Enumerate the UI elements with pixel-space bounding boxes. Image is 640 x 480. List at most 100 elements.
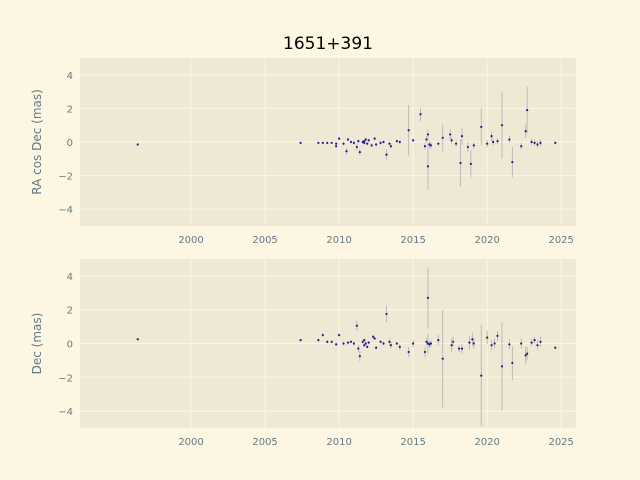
ra-x-tick-label: 2025 xyxy=(548,235,573,246)
dec-data-point xyxy=(496,334,499,337)
dec-data-point xyxy=(372,335,375,338)
ra-data-point xyxy=(335,145,338,148)
ra-data-point xyxy=(366,142,369,145)
ra-data-point xyxy=(533,141,536,144)
dec-data-point xyxy=(373,337,376,340)
ra-data-point xyxy=(441,136,444,139)
ra-data-point xyxy=(330,141,333,144)
dec-data-point xyxy=(326,340,329,343)
dec-data-point xyxy=(533,339,536,342)
ra-data-point xyxy=(450,139,453,142)
dec-data-point xyxy=(412,342,415,345)
dec-data-point xyxy=(539,340,542,343)
dec-data-point xyxy=(423,350,427,354)
dec-data-point xyxy=(493,342,496,345)
dec-data-point xyxy=(554,346,557,349)
dec-data-point xyxy=(530,341,533,344)
ra-data-point xyxy=(524,129,527,133)
dec-y-axis-label: Dec (mas) xyxy=(30,313,44,375)
dec-data-point xyxy=(526,352,529,355)
ra-data-point xyxy=(496,140,499,143)
dec-data-point xyxy=(363,344,366,347)
ra-data-point xyxy=(530,140,533,144)
ra-data-point xyxy=(491,140,495,144)
ra-data-point xyxy=(554,141,557,144)
ra-data-point xyxy=(429,144,433,147)
ra-data-point xyxy=(395,140,398,143)
ra-data-point xyxy=(379,141,382,144)
dec-data-point xyxy=(524,354,527,357)
dec-data-point xyxy=(472,342,475,345)
dec-data-point xyxy=(357,347,360,350)
dec-data-point xyxy=(385,312,388,316)
ra-data-point xyxy=(426,133,430,136)
ra-data-point xyxy=(363,141,366,144)
ra-data-point xyxy=(486,142,489,145)
ra-data-point xyxy=(363,140,366,143)
ra-data-point xyxy=(469,162,472,165)
ra-data-point xyxy=(425,138,428,141)
ra-data-point xyxy=(373,137,376,140)
ra-data-marks xyxy=(136,86,557,190)
dec-data-point xyxy=(395,342,398,345)
dec-data-point xyxy=(500,365,504,368)
ra-data-point xyxy=(490,135,493,138)
ra-data-point xyxy=(364,138,367,141)
dec-data-point xyxy=(450,344,453,347)
ra-data-point xyxy=(423,145,427,148)
ra-data-point xyxy=(375,143,378,146)
dec-data-point xyxy=(367,341,370,344)
dec-data-point xyxy=(355,324,358,327)
ra-panel: 2000 2005 2010 2015 2020 2025 −4 −2 0 2 4 RA cos De… xyxy=(30,58,576,246)
dec-data-point xyxy=(352,342,356,345)
dec-data-point xyxy=(338,333,341,337)
ra-data-point xyxy=(472,144,475,147)
dec-data-point xyxy=(437,339,440,342)
dec-data-point xyxy=(375,346,378,349)
ra-x-tick-label: 2005 xyxy=(252,235,277,246)
dec-data-point xyxy=(511,361,514,365)
chart-title: 1651+391 xyxy=(283,34,373,54)
ra-data-point xyxy=(407,129,410,132)
ra-data-point xyxy=(508,138,511,141)
dec-x-tick-label: 2000 xyxy=(178,437,203,448)
ra-y-tick-label: 2 xyxy=(67,104,73,115)
dec-data-point xyxy=(520,342,523,345)
dec-y-tick-label: −2 xyxy=(58,373,73,384)
dec-data-point xyxy=(363,339,366,342)
ra-data-point xyxy=(321,141,324,144)
ra-data-point xyxy=(346,138,350,141)
dec-data-point xyxy=(398,345,401,348)
ra-data-point xyxy=(460,135,464,138)
dec-data-point xyxy=(389,344,393,347)
ra-x-tick-label: 2015 xyxy=(400,235,425,246)
ra-data-point xyxy=(335,142,338,145)
ra-data-point xyxy=(367,139,370,142)
dec-x-tick-label: 2015 xyxy=(400,437,425,448)
ra-data-point xyxy=(500,124,504,127)
ra-data-point xyxy=(352,141,356,144)
dec-data-marks xyxy=(136,267,557,427)
ra-y-tick-label: −2 xyxy=(58,172,73,183)
dec-y-tick-label: 2 xyxy=(67,306,73,317)
dec-data-point xyxy=(490,344,493,347)
dec-data-point xyxy=(452,340,455,343)
dec-panel: 2000 2005 2010 2015 2020 2025 −4 −2 0 2 4 Dec (mas) xyxy=(30,259,576,448)
ra-data-point xyxy=(357,140,360,143)
ra-data-point xyxy=(358,150,361,154)
ra-data-point xyxy=(355,145,358,149)
ra-data-point xyxy=(437,142,440,145)
ra-data-point xyxy=(370,144,373,147)
ra-data-point xyxy=(136,143,139,146)
dec-data-point xyxy=(364,342,367,345)
dec-data-point xyxy=(136,338,139,341)
ra-data-point xyxy=(536,143,539,146)
dec-data-point xyxy=(358,355,361,358)
ra-data-point xyxy=(419,113,422,116)
dec-x-tick-label: 2025 xyxy=(548,437,573,448)
ra-y-axis-label: RA cos Dec (mas) xyxy=(30,89,44,195)
dec-y-tick-label: 4 xyxy=(67,272,73,283)
ra-data-point xyxy=(454,142,458,145)
dec-data-point xyxy=(508,343,511,346)
